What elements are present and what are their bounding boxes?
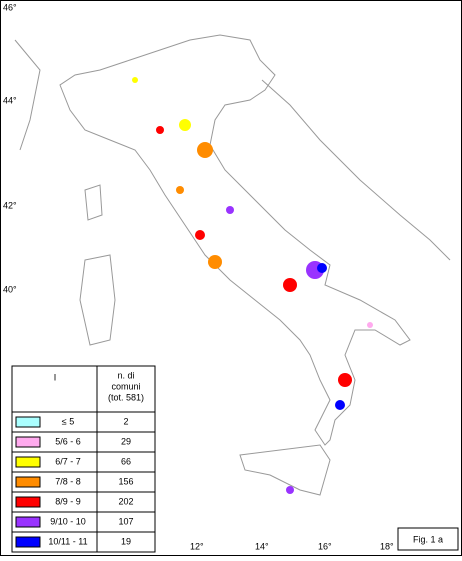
sardinia: [79, 254, 116, 346]
legend-header: (tot. 581): [108, 392, 144, 402]
figure-label-box: [397, 527, 459, 551]
blob: [208, 255, 222, 269]
blob: [226, 206, 234, 214]
blob: [283, 278, 297, 292]
blob: [156, 126, 164, 134]
blob: [179, 119, 191, 131]
legend-count: 19: [121, 536, 131, 546]
legend-swatch: [15, 476, 41, 488]
blob: [286, 486, 294, 494]
lat-label: 44°: [3, 95, 17, 105]
legend-header: n. di: [117, 370, 134, 380]
lat-label: 40°: [3, 284, 17, 294]
lat-label: 46°: [3, 2, 17, 12]
blob: [338, 373, 352, 387]
legend-label: 9/10 - 10: [50, 516, 86, 526]
lon-label: 18°: [380, 541, 394, 551]
legend-header: I: [54, 372, 57, 382]
legend-swatch: [15, 456, 41, 468]
sicily: [239, 444, 331, 496]
legend-count: 107: [118, 516, 133, 526]
legend-label: 5/6 - 6: [55, 436, 81, 446]
legend-label: 7/8 - 8: [55, 476, 81, 486]
legend-swatch: [15, 436, 41, 448]
outlines: [14, 34, 451, 496]
blob: [335, 400, 345, 410]
lon-label: 12°: [190, 541, 204, 551]
blobs: [132, 77, 373, 494]
coord-labels: 46° 44° 42° 40° 12° 14° 16° 18°: [3, 2, 394, 551]
legend-count: 29: [121, 436, 131, 446]
legend-label: 10/11 - 11: [48, 536, 87, 546]
legend-header: comuni: [111, 381, 140, 391]
legend-count: 156: [118, 476, 133, 486]
legend-swatch: [15, 516, 41, 528]
blob: [317, 263, 327, 273]
legend-swatch: [15, 416, 41, 428]
legend-swatch: [15, 536, 41, 548]
balkan-coast: [261, 79, 451, 261]
blob: [132, 77, 138, 83]
blob: [367, 322, 373, 328]
legend-swatch: [15, 496, 41, 508]
lon-label: 16°: [318, 541, 332, 551]
figure-label: Fig. 1 a: [413, 534, 443, 544]
lat-label: 42°: [3, 200, 17, 210]
blob: [197, 142, 213, 158]
legend-label: ≤ 5: [62, 416, 74, 426]
legend-count: 2: [123, 416, 128, 426]
legend-count: 202: [118, 496, 133, 506]
france-coast: [14, 39, 41, 151]
blob: [176, 186, 184, 194]
legend-count: 66: [121, 456, 131, 466]
legend-label: 6/7 - 7: [55, 456, 81, 466]
corsica: [84, 184, 103, 221]
blob: [195, 230, 205, 240]
legend-label: 8/9 - 9: [55, 496, 81, 506]
italy: [59, 34, 411, 446]
lon-label: 14°: [255, 541, 269, 551]
